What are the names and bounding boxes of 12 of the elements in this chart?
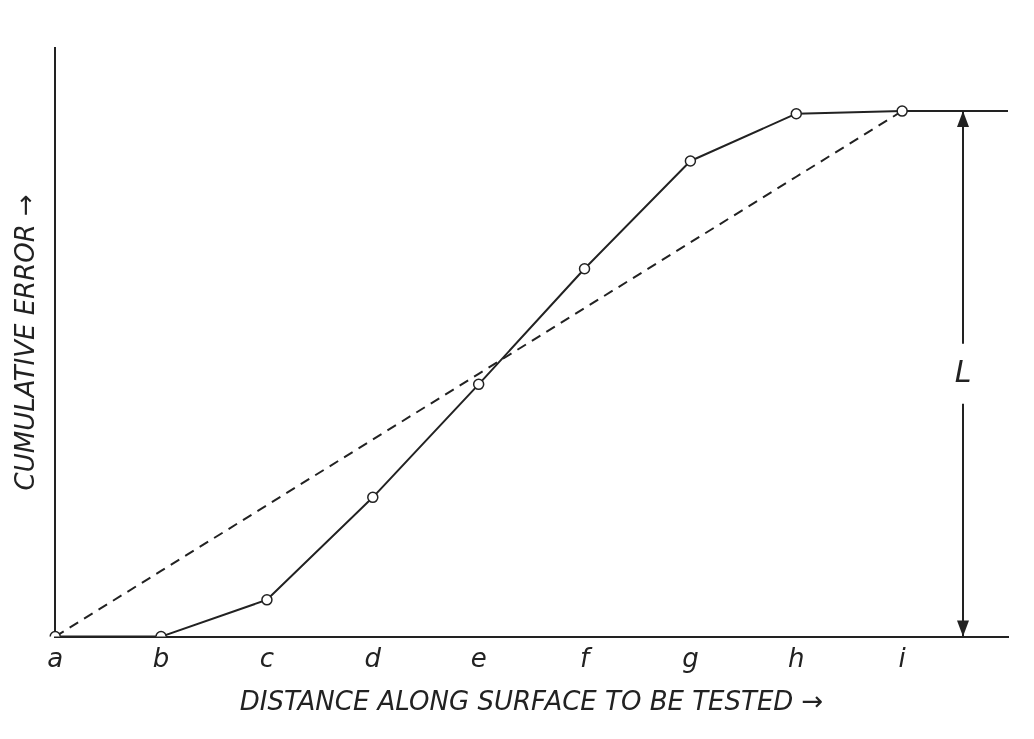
x-tick-label: g (682, 642, 699, 673)
x-tick-label: h (788, 642, 805, 673)
x-tick-label: f (579, 642, 593, 673)
x-axis-title: DISTANCE ALONG SURFACE TO BE TESTED → (239, 686, 824, 717)
x-tick-label: e (470, 642, 487, 673)
annotation: L (954, 353, 972, 389)
x-tick-label: d (364, 642, 382, 673)
x-tick-label: b (152, 642, 170, 673)
y-axis-title: CUMULATIVE ERROR → (10, 194, 41, 491)
x-tick-label: a (47, 642, 64, 673)
x-tick-label: c (259, 642, 275, 673)
x-tick-label: i (898, 642, 907, 673)
